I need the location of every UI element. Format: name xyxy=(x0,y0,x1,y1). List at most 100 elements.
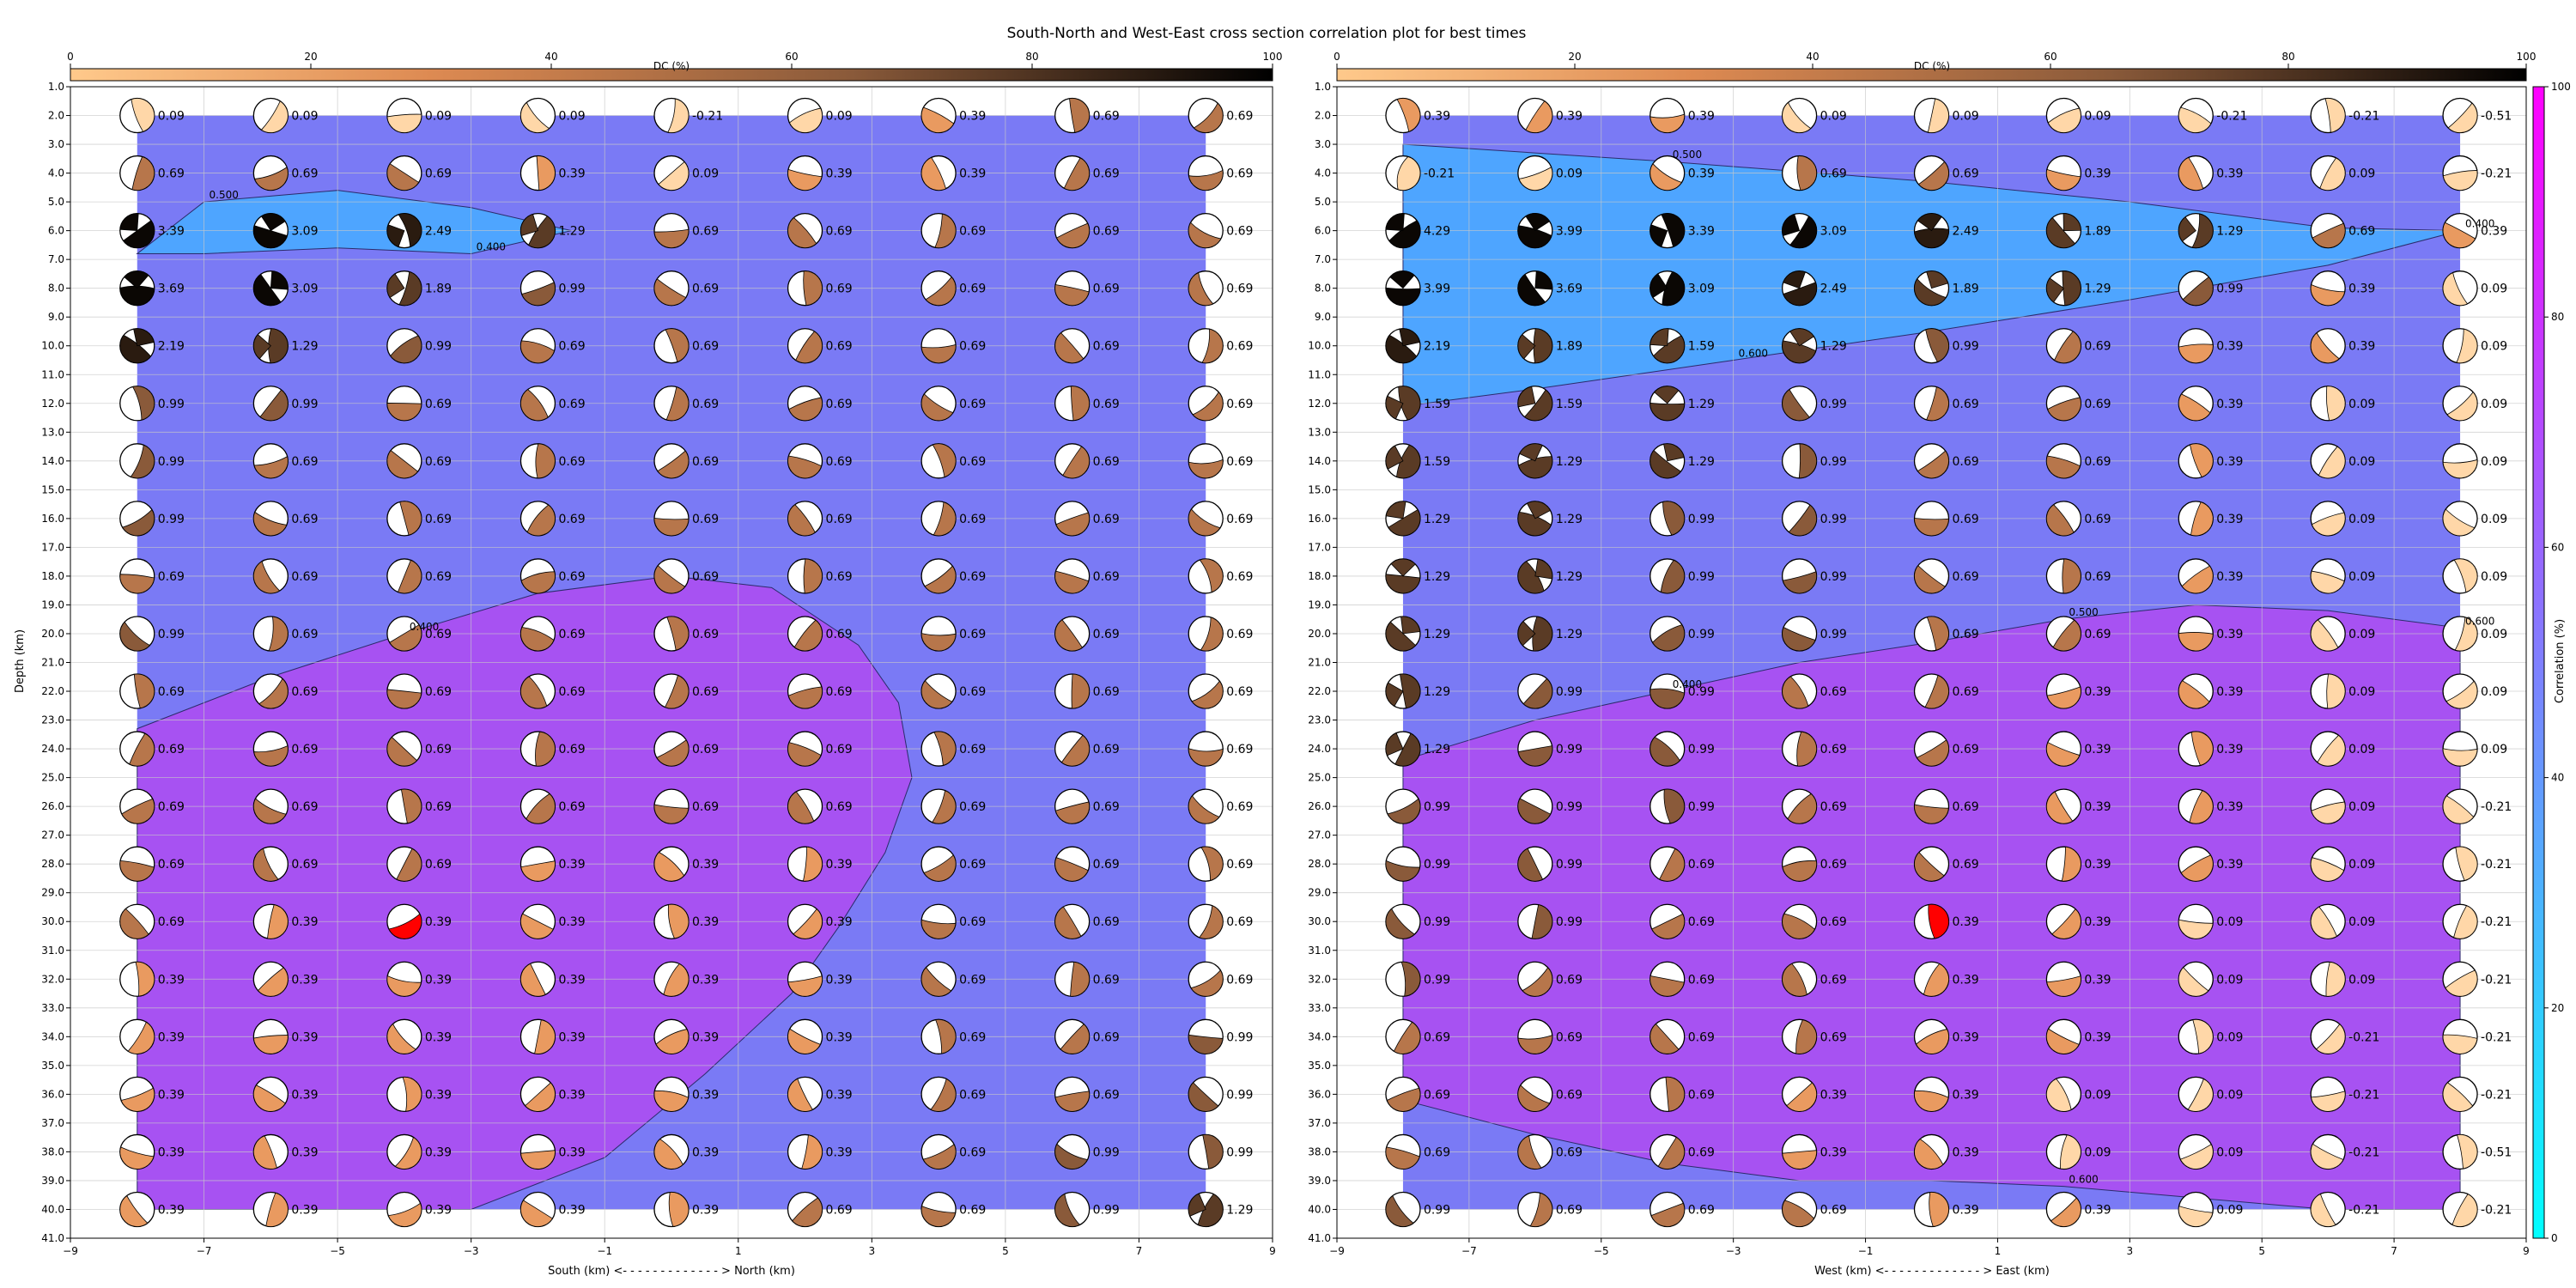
beachball-value-label: 0.69 xyxy=(425,513,452,526)
beachball-compression-quadrant xyxy=(920,680,953,709)
beachball-value-label: 0.99 xyxy=(1226,1030,1253,1044)
beachball-compression-quadrant xyxy=(787,686,823,709)
beachball xyxy=(2310,328,2346,364)
beachball-value-label: 0.99 xyxy=(158,455,185,469)
beachball xyxy=(2045,1018,2082,1054)
contour-label: 0.500 xyxy=(1673,149,1702,161)
beachball-compression-quadrant xyxy=(1796,155,1818,191)
beachball-value-label: 2.49 xyxy=(1953,225,1979,239)
beachball-value-label: 0.69 xyxy=(959,1088,986,1102)
beachball xyxy=(920,1018,957,1054)
beachball-value-label: 1.29 xyxy=(1424,685,1450,699)
beachball-value-label: 0.39 xyxy=(2216,455,2243,469)
beachball xyxy=(386,961,422,997)
correlation-colorbar: 0 20 40 60 80 100 Correlation (%) xyxy=(2532,81,2571,1244)
beachball-value-label: 0.69 xyxy=(1093,570,1120,584)
beachball-compression-quadrant xyxy=(1385,1146,1420,1170)
beachball-compression-quadrant xyxy=(2046,975,2081,997)
beachball xyxy=(2310,558,2346,594)
beachball xyxy=(1054,846,1091,882)
beachball-value-label: 0.09 xyxy=(2481,513,2507,526)
beachball-compression-quadrant xyxy=(1193,102,1224,133)
beachball xyxy=(2442,97,2478,134)
beachball-compression-quadrant xyxy=(1649,163,1683,191)
beachball xyxy=(2178,212,2214,249)
beachball-value-label: 1.29 xyxy=(1424,628,1450,641)
beachball xyxy=(386,788,422,824)
beachball-value-label: 0.39 xyxy=(1820,1088,1847,1102)
beachball xyxy=(1385,443,1421,479)
beachball xyxy=(1649,846,1686,882)
beachball-compression-quadrant xyxy=(1188,169,1224,191)
beachball-compression-quadrant xyxy=(2442,795,2475,824)
beachball-compression-quadrant xyxy=(1385,682,1404,707)
beachball-value-label: 0.09 xyxy=(2084,110,2111,124)
beachball xyxy=(519,1076,556,1113)
correlation-tick-label: 80 xyxy=(2551,311,2564,323)
beachball xyxy=(653,97,690,134)
beachball-compression-quadrant xyxy=(2060,1134,2081,1170)
beachball-compression-quadrant xyxy=(1188,795,1220,824)
beachball-value-label: -0.21 xyxy=(2481,1203,2512,1217)
beachball xyxy=(2045,1191,2082,1228)
y-tick-label: 10.0 xyxy=(41,340,64,352)
beachball xyxy=(2178,788,2214,824)
beachball-compression-quadrant xyxy=(787,1028,821,1054)
beachball-compression-quadrant xyxy=(1188,508,1221,537)
beachball-compression-quadrant xyxy=(119,213,139,232)
beachball-compression-quadrant xyxy=(787,975,823,997)
beachball-value-label: 0.69 xyxy=(1953,858,1979,872)
beachball-compression-quadrant xyxy=(1914,518,1949,537)
beachball xyxy=(252,673,289,709)
y-tick-label: 25.0 xyxy=(1308,772,1331,784)
beachball-value-label: 0.09 xyxy=(2481,455,2507,469)
beachball-value-label: 0.69 xyxy=(692,225,719,239)
y-tick-label: 40.0 xyxy=(1308,1203,1331,1215)
beachball xyxy=(1913,97,1950,134)
beachball-value-label: 0.69 xyxy=(1953,685,1979,699)
y-tick-label: 11.0 xyxy=(1308,368,1331,380)
beachball-compression-quadrant xyxy=(2189,790,2214,824)
y-tick-label: 38.0 xyxy=(1308,1145,1331,1157)
beachball xyxy=(1188,961,1224,997)
beachball-compression-quadrant xyxy=(2046,686,2081,709)
beachball-compression-quadrant xyxy=(1783,270,1806,289)
y-tick-label: 3.0 xyxy=(1315,138,1331,150)
beachball-compression-quadrant xyxy=(1659,848,1686,882)
beachball xyxy=(252,731,289,767)
beachball-value-label: 0.69 xyxy=(158,858,185,872)
beachball-compression-quadrant xyxy=(664,674,690,709)
beachball-compression-quadrant xyxy=(1400,673,1421,709)
y-axis-label: Depth (km) xyxy=(14,629,27,693)
beachball-compression-quadrant xyxy=(2046,277,2064,303)
beachball-value-label: 0.39 xyxy=(2481,225,2507,239)
y-tick-label: 4.0 xyxy=(1315,167,1331,179)
beachball xyxy=(386,1133,422,1170)
beachball-compression-quadrant xyxy=(2187,1078,2214,1112)
beachball xyxy=(1649,616,1686,652)
beachball xyxy=(519,1133,556,1170)
beachball-value-label: 0.69 xyxy=(826,800,853,814)
beachball xyxy=(1188,212,1224,249)
beachball-compression-quadrant xyxy=(2182,276,2214,307)
y-tick-label: 27.0 xyxy=(1308,829,1331,841)
beachball-value-label: 0.69 xyxy=(959,398,986,411)
beachball-value-label: 1.29 xyxy=(2084,283,2111,296)
beachball-compression-quadrant xyxy=(663,963,690,997)
beachball xyxy=(1054,97,1091,134)
beachball xyxy=(920,97,957,134)
beachball-value-label: 0.69 xyxy=(2084,513,2111,526)
beachball xyxy=(1054,1018,1091,1054)
beachball-value-label: 0.69 xyxy=(558,628,585,641)
beachball-compression-quadrant xyxy=(386,273,405,299)
beachball xyxy=(2310,731,2346,767)
beachball-value-label: 0.39 xyxy=(692,1203,719,1217)
beachball-compression-quadrant xyxy=(1917,450,1949,479)
y-tick-label: 41.0 xyxy=(1308,1232,1331,1244)
beachball-compression-quadrant xyxy=(667,903,690,939)
beachball xyxy=(519,97,556,134)
beachball xyxy=(386,1018,422,1054)
beachball-compression-quadrant xyxy=(1054,332,1084,364)
beachball-value-label: 0.09 xyxy=(692,167,719,181)
beachball-value-label: 0.69 xyxy=(1688,973,1715,987)
